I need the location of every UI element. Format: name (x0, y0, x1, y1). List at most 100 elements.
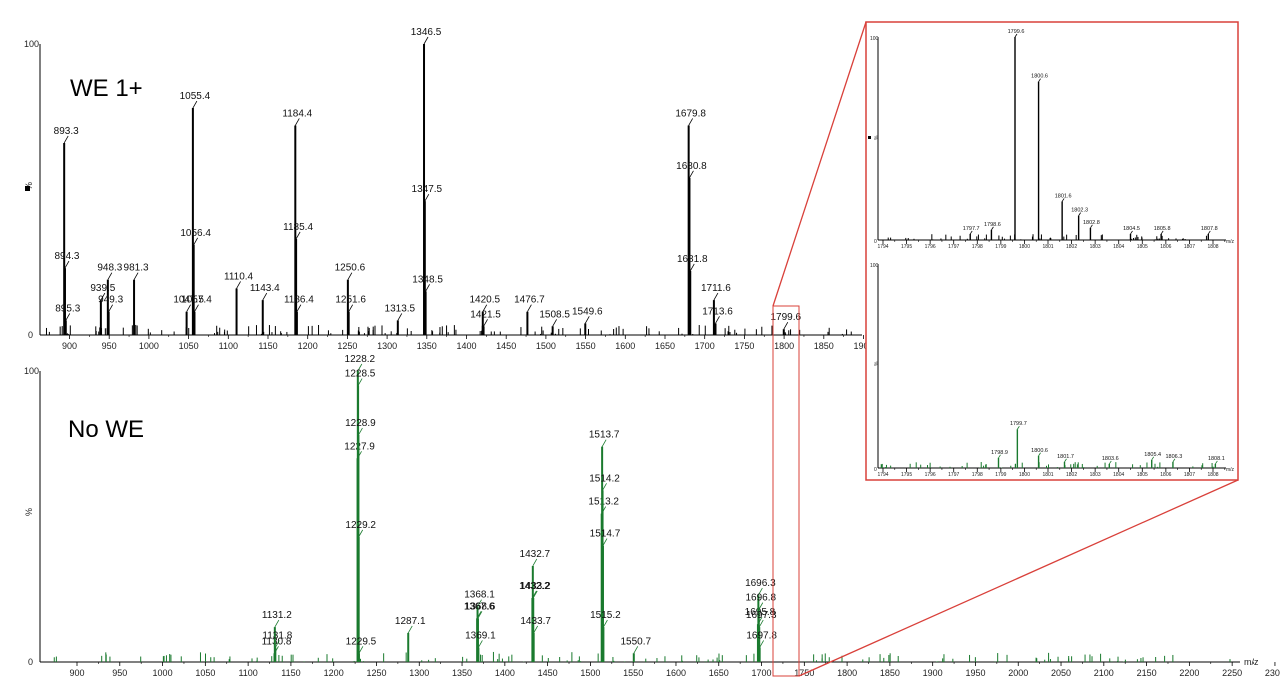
peak-label-leader (1207, 230, 1211, 235)
peak-label: 1713.6 (702, 306, 733, 317)
peak-label: 1186.4 (284, 295, 314, 306)
peak-label: 1804.5 (1123, 226, 1140, 232)
x-tick-label: 1150 (258, 341, 277, 351)
peak-label: 1801.6 (1055, 193, 1072, 199)
peak-label: 1228.9 (345, 418, 376, 429)
peak-label: 1313.5 (385, 303, 416, 314)
peak-label: 1711.6 (701, 283, 731, 294)
peak-label-leader (689, 170, 694, 179)
peak-label-leader (527, 304, 532, 312)
peak-label: 1680.8 (676, 161, 707, 172)
peak-label: 1432.2 (519, 581, 550, 592)
peak-label-leader (783, 321, 789, 330)
peak-label-leader (1130, 230, 1133, 235)
x-tick-label: 1805 (1137, 244, 1148, 250)
peak-label: 1432.7 (520, 549, 551, 560)
y-min-label: 0 (28, 657, 33, 667)
peak-label-leader (532, 590, 538, 599)
peak-label-leader (192, 100, 198, 109)
y-min-label: 0 (874, 239, 877, 245)
peak-label-leader (65, 313, 71, 321)
peak-label: 1110.4 (224, 271, 254, 282)
inset-nowe-panel: 100 0% m/z 1794 1795 1796 1797 1798 1799 1800 1801… (870, 263, 1235, 478)
x-tick-label: 2200 (1179, 668, 1199, 678)
peak-label: 1368.6 (465, 601, 496, 612)
peak-label: 1229.5 (346, 636, 377, 647)
peak-label: 1797.7 (963, 226, 980, 232)
x-tick-label: 1806 (1160, 244, 1171, 250)
peak-label-leader (532, 558, 538, 567)
peak-label-leader (357, 378, 363, 386)
x-tick-label: 1700 (752, 668, 772, 678)
peak-label-leader (1017, 426, 1020, 430)
peak-label: 1800.6 (1031, 74, 1048, 80)
x-tick-label: 1807 (1184, 244, 1195, 250)
peak-label: 1800.6 (1031, 448, 1048, 454)
y-axis-label: % (24, 508, 34, 516)
peak-label-leader (533, 625, 539, 634)
peak-label-leader (262, 292, 268, 301)
peak-label: 1696.8 (746, 593, 777, 604)
peak-label-leader (477, 611, 483, 619)
peak-label-leader (1090, 224, 1093, 229)
peak-label-leader (108, 304, 113, 312)
peak-label: 1807.8 (1201, 226, 1218, 232)
peak-label: 949.3 (98, 295, 123, 306)
peak-label-leader (347, 272, 353, 280)
x-tick-label: 1550 (576, 341, 596, 351)
x-tick-label: 1802 (1066, 472, 1077, 478)
inset-we1-panel: 100 0% m/z 1794 1795 1796 1797 1798 1799 1800 1801… (868, 29, 1235, 250)
peak-label-leader (1014, 33, 1018, 38)
peak-label-leader (969, 230, 973, 235)
x-tick-label: 1794 (877, 244, 888, 250)
x-tick-label: 1400 (495, 668, 515, 678)
peak-label-leader (688, 118, 694, 126)
y-axis-label: % (874, 135, 880, 140)
x-axis-unit-label: m/z (1226, 467, 1235, 473)
x-tick-label: 2100 (1094, 668, 1114, 678)
x-tick-label: 1805 (1137, 472, 1148, 478)
peak-label-leader (1172, 458, 1176, 463)
x-tick-label: 1750 (734, 341, 754, 351)
peak-label: 1250.6 (335, 263, 366, 274)
peak-label-leader (991, 226, 994, 231)
x-tick-label: 1808 (1207, 244, 1218, 250)
peak-label: 1515.2 (590, 610, 621, 621)
peak-label-leader (193, 237, 199, 245)
x-tick-label: 1800 (837, 668, 857, 678)
peak-label: 895.3 (55, 303, 80, 314)
x-tick-label: 1900 (923, 668, 943, 678)
peak-label: 1369.1 (465, 630, 496, 641)
peak-label: 1679.8 (675, 108, 706, 119)
x-tick-label: 1450 (496, 341, 516, 351)
peak-label-leader (998, 454, 1001, 459)
peak-label: 1805.8 (1154, 226, 1171, 232)
x-tick-label: 1799 (995, 472, 1006, 478)
peak-label-leader (552, 319, 557, 327)
peak-label-leader (759, 640, 765, 648)
x-tick-label: 900 (69, 668, 84, 678)
peak-label: 1433.7 (520, 616, 551, 627)
peak-label: 1695.8 (745, 607, 776, 618)
peak-label: 1055.4 (180, 91, 211, 102)
x-tick-label: 1050 (195, 668, 215, 678)
peak-label: 1228.2 (345, 354, 376, 365)
x-tick-label: 1300 (409, 668, 429, 678)
peak-label-leader (482, 304, 488, 312)
peak-label-leader (758, 602, 764, 610)
peak-label-leader (603, 619, 608, 628)
peak-label-leader (358, 427, 363, 436)
peak-label-leader (236, 281, 241, 289)
peak-label: 1057.4 (181, 295, 212, 306)
x-tick-label: 1450 (538, 668, 558, 678)
peak-label-leader (483, 319, 488, 327)
peak-label: 893.3 (54, 126, 79, 137)
x-tick-label: 1000 (153, 668, 173, 678)
y-max-label: 100 (24, 366, 39, 376)
peak-label-leader (63, 135, 69, 144)
peak-label-leader (689, 263, 695, 272)
peak-label: 1801.7 (1057, 454, 1074, 460)
zoom-connector-lines (772, 21, 1239, 677)
peak-label-leader (100, 292, 106, 301)
